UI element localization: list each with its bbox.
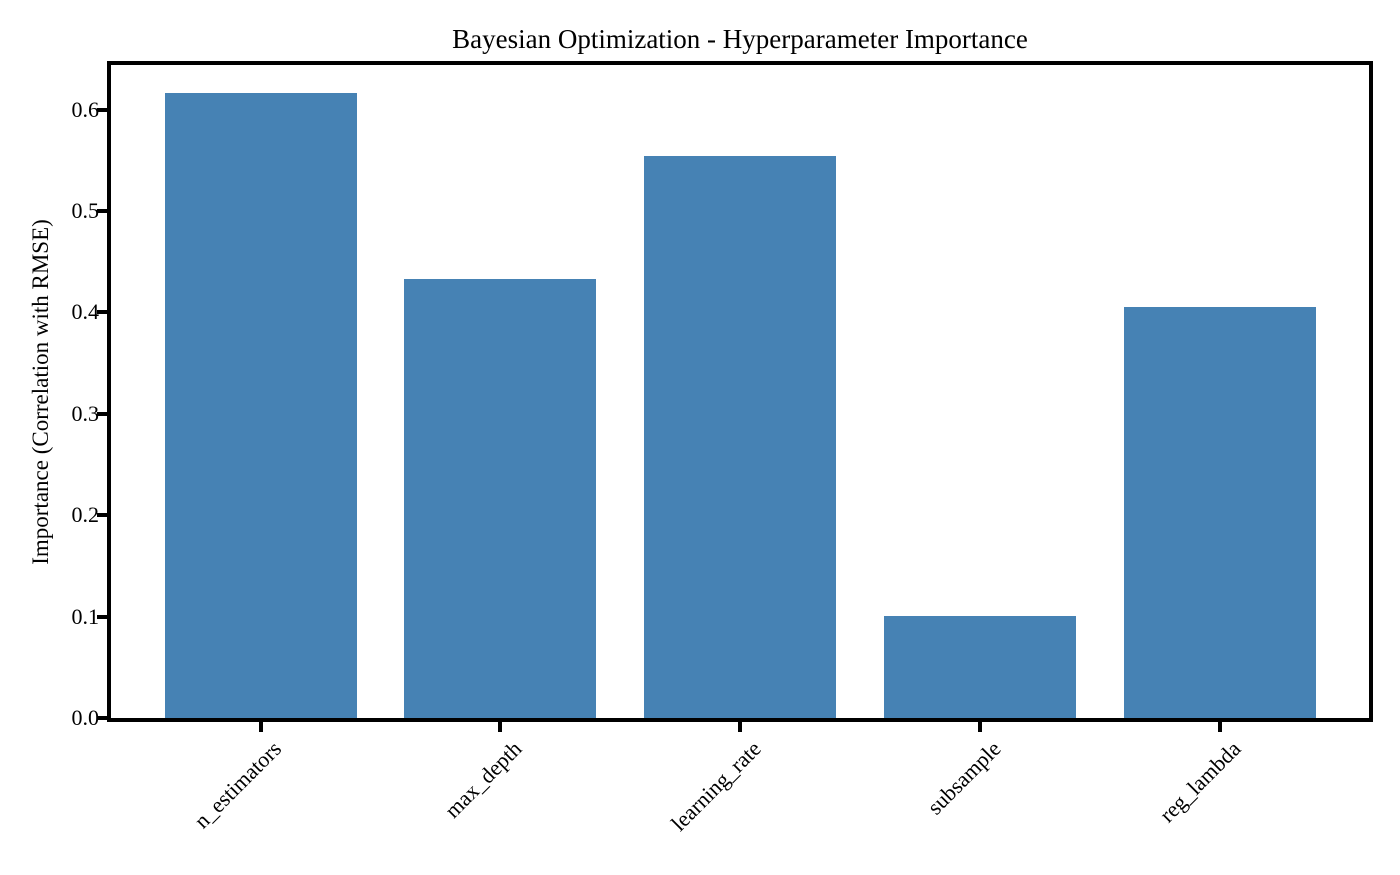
- x-tick-label: subsample: [922, 736, 1006, 820]
- y-tick: [97, 513, 107, 518]
- y-tick-label: 0.6: [71, 96, 100, 122]
- plot-area: n_estimators max_depth learning_rate subsam…: [72, 61, 1373, 836]
- y-tick-label: 0.2: [71, 502, 100, 528]
- bar-n_estimators: [164, 93, 357, 718]
- y-tick: [97, 411, 107, 416]
- x-tick-label: max_depth: [439, 736, 527, 823]
- y-tick-label: 0.3: [71, 400, 100, 426]
- bar-subsample: [884, 615, 1077, 718]
- plot-inner: n_estimators max_depth learning_rate subsam…: [72, 65, 1369, 836]
- x-tick-label: learning_rate: [666, 736, 766, 836]
- bar-reg_lambda: [1124, 307, 1316, 718]
- y-axis-label: Importance (Correlation with RMSE): [28, 219, 53, 565]
- x-tick-label: reg_lambda: [1154, 736, 1246, 828]
- x-tick-label: n_estimators: [188, 736, 287, 834]
- x-tick: [498, 722, 503, 732]
- y-tick: [97, 614, 107, 619]
- y-tick: [97, 310, 107, 315]
- x-tick: [738, 722, 743, 732]
- y-tick: [97, 716, 107, 720]
- y-tick-label: 0.5: [71, 198, 100, 224]
- y-tick-label: 0.0: [71, 705, 100, 730]
- y-tick-label: 0.4: [71, 299, 100, 325]
- bar-max_depth: [404, 278, 597, 718]
- chart-title: Bayesian Optimization - Hyperparameter I…: [452, 24, 1028, 54]
- bar-learning_rate: [644, 156, 837, 718]
- y-tick: [97, 209, 107, 214]
- x-tick: [978, 722, 983, 732]
- y-tick-label: 0.1: [71, 603, 100, 629]
- x-tick: [1218, 722, 1222, 732]
- x-tick: [258, 722, 263, 732]
- y-tick: [97, 107, 107, 112]
